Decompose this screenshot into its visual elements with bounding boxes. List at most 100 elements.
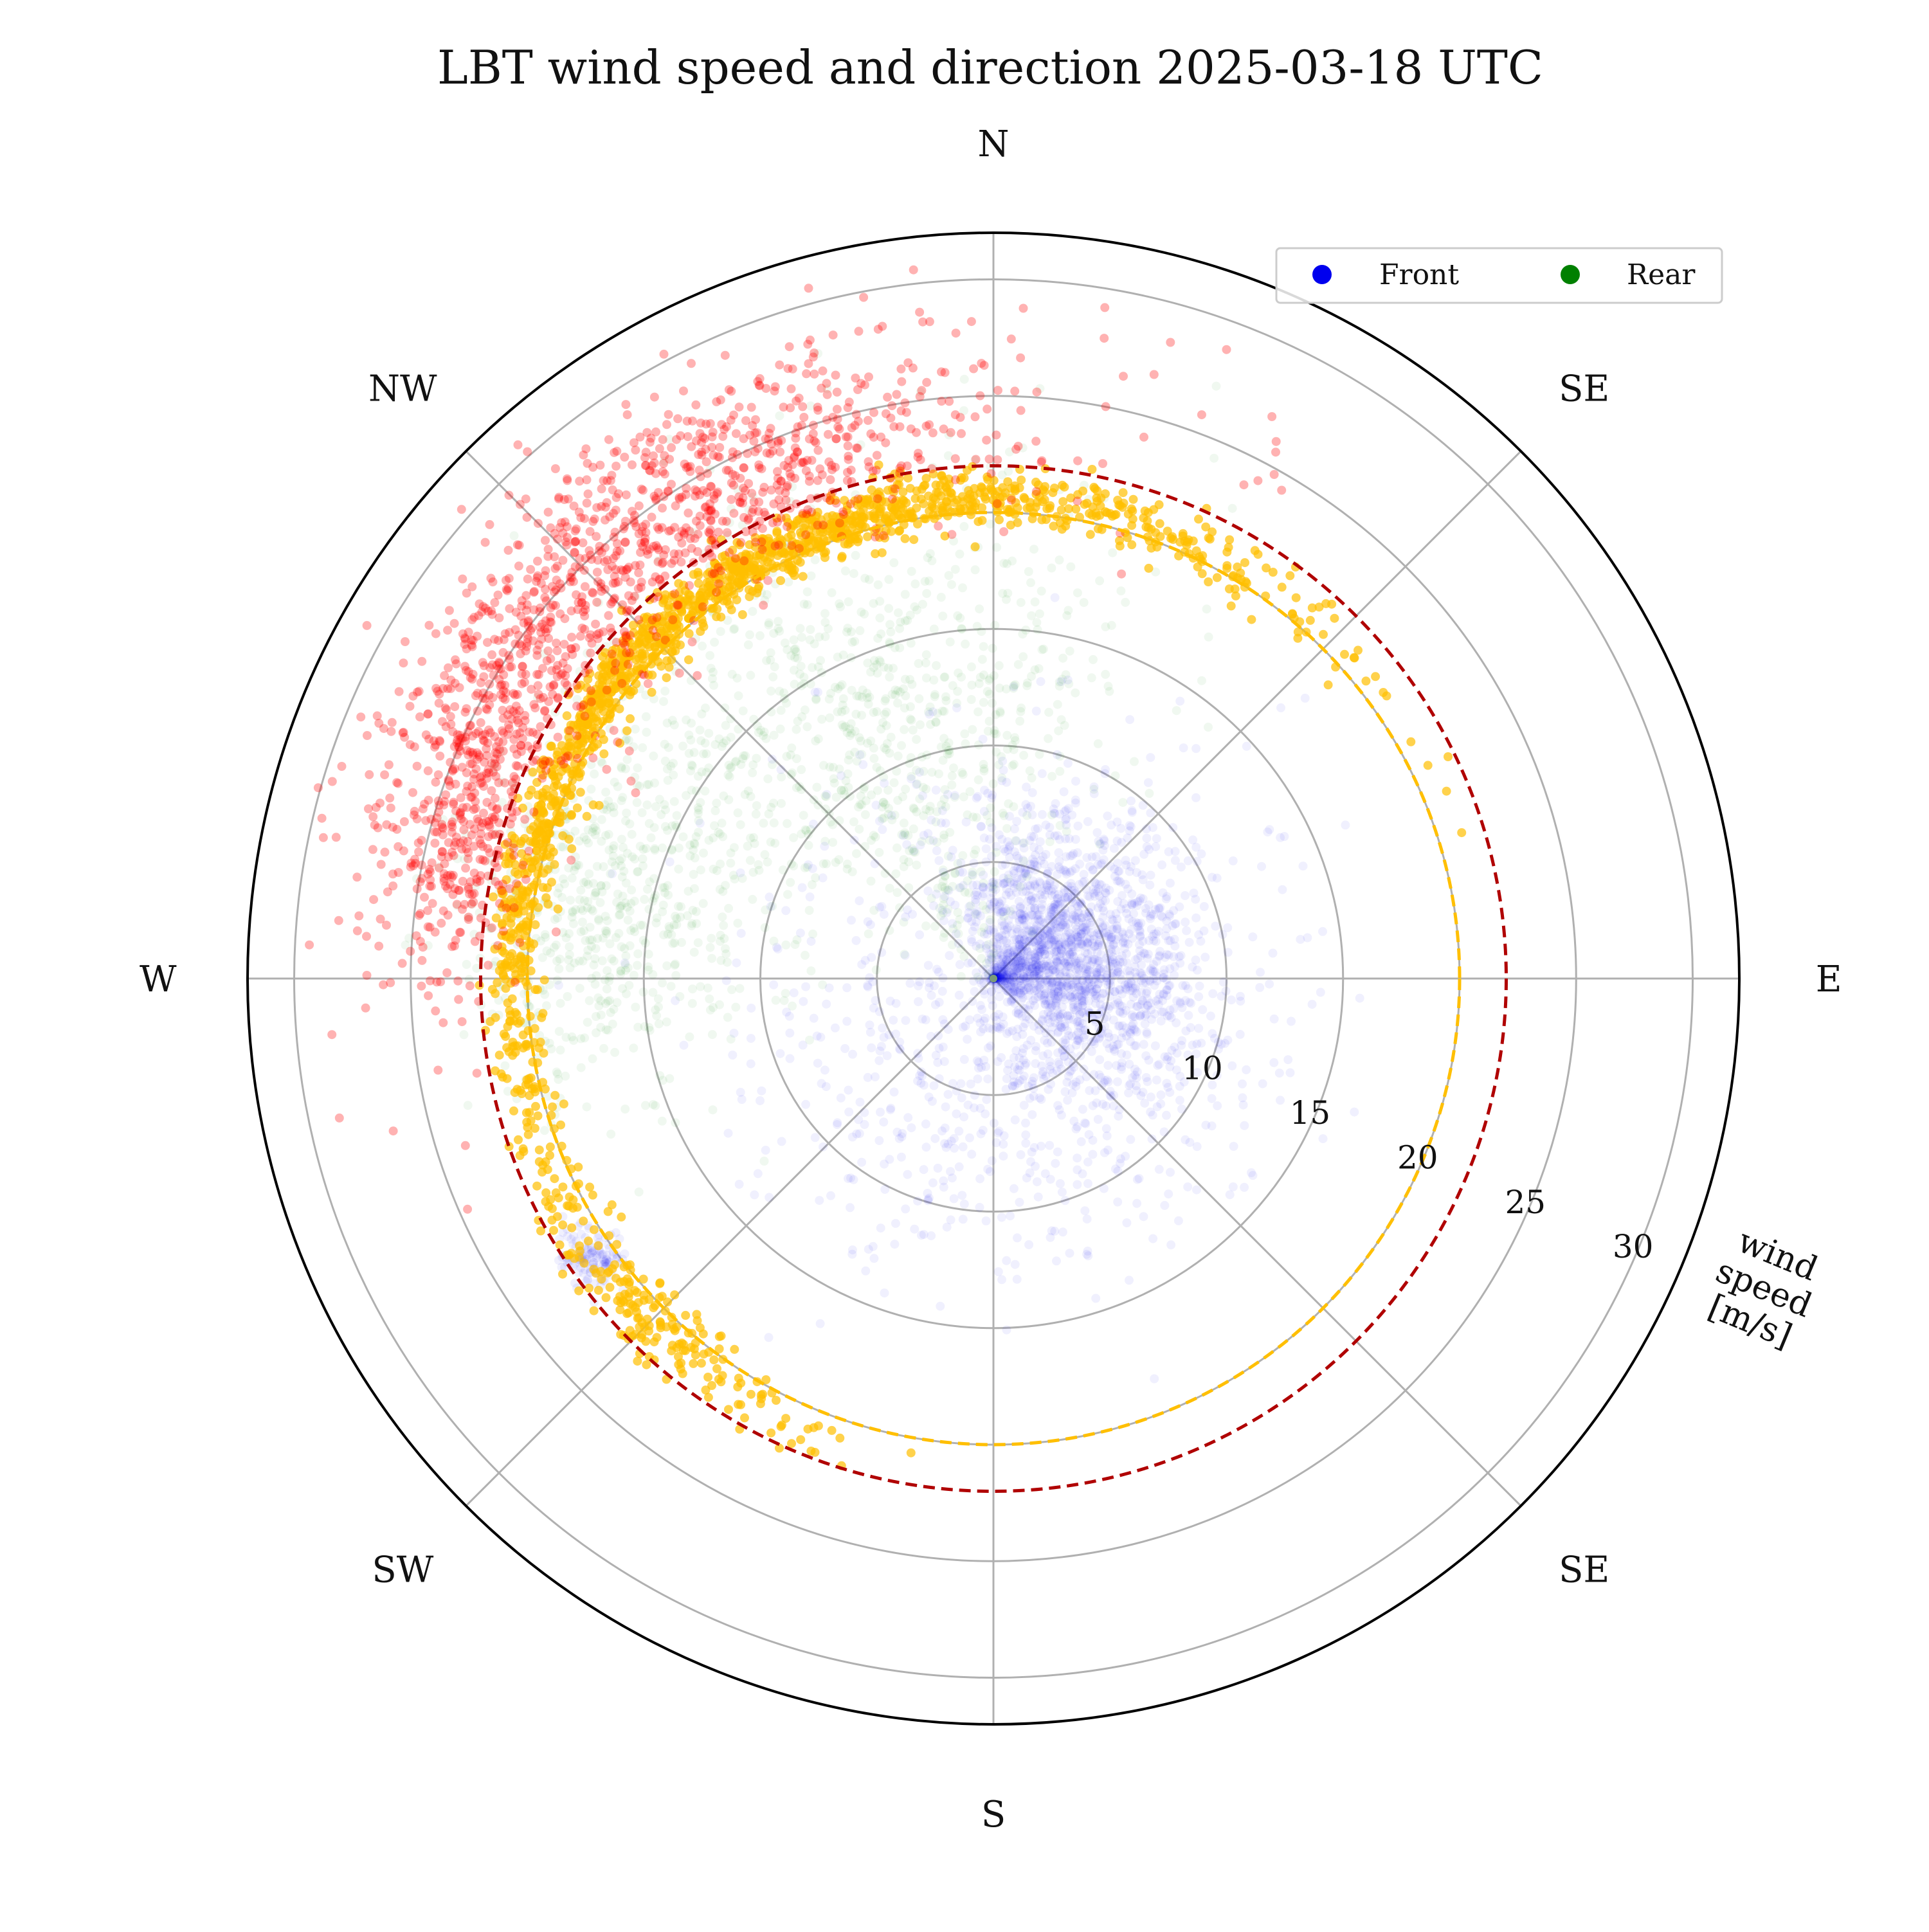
data-point bbox=[732, 959, 741, 968]
data-point bbox=[848, 1245, 857, 1254]
data-point bbox=[1001, 965, 1010, 974]
data-point bbox=[788, 768, 797, 777]
data-point bbox=[790, 635, 799, 644]
data-point bbox=[1145, 845, 1154, 854]
data-point bbox=[1239, 1101, 1248, 1110]
data-point bbox=[977, 627, 986, 636]
data-point bbox=[872, 966, 881, 975]
data-point bbox=[979, 1024, 988, 1033]
data-point bbox=[997, 1275, 1006, 1284]
data-point bbox=[1094, 1115, 1103, 1124]
data-point bbox=[748, 895, 757, 904]
data-point bbox=[805, 1036, 814, 1045]
data-point bbox=[994, 1267, 1003, 1276]
data-point bbox=[859, 784, 868, 793]
data-point bbox=[1021, 1119, 1030, 1128]
data-point bbox=[806, 625, 815, 634]
data-point bbox=[1355, 994, 1364, 1003]
data-point bbox=[979, 642, 988, 651]
data-point bbox=[522, 1108, 531, 1117]
data-point bbox=[995, 661, 1004, 670]
data-point bbox=[999, 809, 1008, 818]
data-point bbox=[995, 683, 1004, 692]
data-point bbox=[630, 854, 639, 863]
data-point bbox=[1303, 934, 1312, 943]
data-point bbox=[1082, 1250, 1091, 1259]
data-point bbox=[1132, 1042, 1141, 1051]
data-point bbox=[838, 680, 847, 689]
data-point bbox=[817, 668, 826, 677]
data-point bbox=[1023, 897, 1032, 906]
data-point bbox=[831, 1024, 840, 1033]
data-point bbox=[1191, 744, 1200, 753]
data-point bbox=[974, 775, 983, 784]
data-point bbox=[519, 1031, 528, 1040]
data-point bbox=[947, 1137, 956, 1146]
data-point bbox=[1163, 991, 1172, 1000]
data-point bbox=[848, 1050, 857, 1059]
data-point bbox=[1134, 954, 1143, 963]
data-point bbox=[1062, 1078, 1071, 1087]
data-point bbox=[711, 806, 720, 815]
data-point bbox=[1019, 652, 1028, 661]
data-point bbox=[704, 729, 713, 738]
data-point bbox=[957, 1094, 966, 1103]
data-point bbox=[959, 1112, 968, 1121]
data-point bbox=[948, 1079, 957, 1088]
data-point bbox=[1100, 1184, 1109, 1193]
data-point bbox=[869, 1004, 878, 1013]
data-point bbox=[576, 886, 585, 895]
data-point bbox=[708, 1030, 717, 1039]
data-point bbox=[960, 1200, 969, 1209]
data-point bbox=[1091, 1294, 1100, 1303]
data-point bbox=[1030, 858, 1039, 867]
data-point bbox=[883, 786, 892, 795]
data-point bbox=[1069, 1117, 1078, 1126]
data-point bbox=[884, 575, 893, 584]
data-point bbox=[1258, 1079, 1267, 1088]
data-point bbox=[1034, 1193, 1043, 1202]
data-point bbox=[856, 737, 865, 746]
data-point bbox=[1028, 1079, 1037, 1088]
data-point bbox=[774, 617, 783, 626]
data-point bbox=[1028, 788, 1037, 797]
data-point bbox=[1269, 1058, 1278, 1067]
data-point bbox=[1136, 932, 1145, 941]
data-point bbox=[770, 731, 779, 740]
data-point bbox=[716, 956, 725, 965]
data-point bbox=[1308, 1000, 1317, 1009]
data-point bbox=[1050, 935, 1059, 944]
data-point bbox=[1026, 578, 1035, 587]
data-point bbox=[1308, 604, 1317, 613]
data-point bbox=[1113, 1198, 1122, 1207]
data-point bbox=[815, 1196, 824, 1205]
data-point bbox=[1002, 1326, 1011, 1335]
data-point bbox=[1004, 874, 1013, 883]
data-point bbox=[930, 981, 939, 990]
data-point bbox=[1053, 1101, 1062, 1110]
data-point bbox=[1004, 845, 1013, 854]
data-point bbox=[1029, 1022, 1038, 1031]
data-point bbox=[606, 869, 615, 878]
data-point bbox=[890, 778, 899, 787]
data-point bbox=[1229, 856, 1238, 865]
data-point bbox=[1175, 903, 1184, 912]
data-point bbox=[734, 808, 743, 817]
data-point bbox=[1139, 1040, 1148, 1049]
data-point bbox=[700, 786, 709, 795]
data-point bbox=[1098, 1100, 1107, 1109]
data-point bbox=[1122, 1218, 1131, 1227]
data-point bbox=[955, 1162, 964, 1171]
data-point bbox=[820, 837, 829, 846]
data-point bbox=[1044, 915, 1053, 924]
data-point bbox=[983, 1074, 992, 1083]
data-point bbox=[1046, 837, 1055, 846]
data-point bbox=[1103, 1146, 1112, 1155]
data-point bbox=[1146, 912, 1155, 921]
data-point bbox=[566, 896, 575, 905]
data-point bbox=[696, 982, 705, 991]
data-point bbox=[652, 919, 661, 928]
data-point bbox=[662, 961, 671, 970]
data-point bbox=[1071, 689, 1080, 698]
data-point bbox=[1006, 1211, 1015, 1220]
